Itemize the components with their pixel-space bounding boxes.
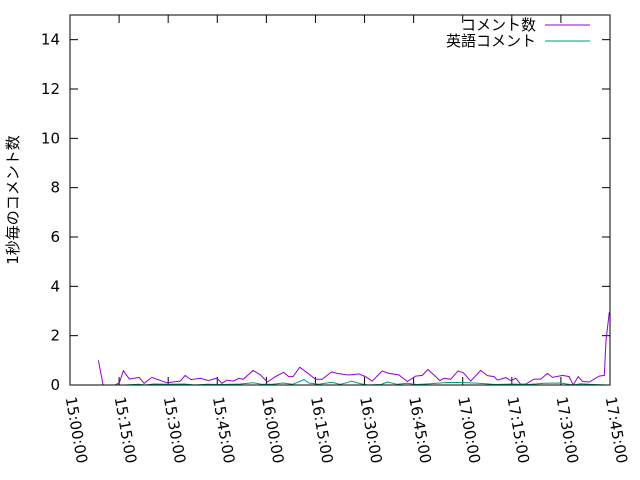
y-tick-label: 2 <box>50 327 60 345</box>
x-tick-label: 17:15:00 <box>503 395 532 464</box>
x-tick-label: 16:00:00 <box>258 395 287 464</box>
x-tick-label: 17:45:00 <box>602 395 631 464</box>
y-tick-label: 4 <box>50 277 60 295</box>
x-tick-label: 15:15:00 <box>111 395 140 464</box>
y-tick-label: 10 <box>41 129 60 147</box>
x-tick-label: 15:30:00 <box>160 395 189 464</box>
x-tick-label: 17:00:00 <box>454 395 483 464</box>
y-tick-label: 0 <box>50 376 60 394</box>
legend-label: コメント数 <box>461 16 536 34</box>
x-tick-label: 16:15:00 <box>307 395 336 464</box>
plot-frame <box>69 14 611 386</box>
y-tick-label: 14 <box>41 31 60 49</box>
y-axis-label: 1秒毎のコメント数 <box>4 135 22 265</box>
x-tick-label: 17:30:00 <box>553 395 582 464</box>
series-line-1 <box>124 379 607 386</box>
y-tick-label: 6 <box>50 228 60 246</box>
y-tick-label: 12 <box>41 80 60 98</box>
legend-label: 英語コメント <box>446 32 536 50</box>
x-tick-label: 16:45:00 <box>405 395 434 464</box>
series-line-0 <box>97 312 610 387</box>
x-tick-label: 15:00:00 <box>62 395 91 464</box>
y-tick-label: 8 <box>50 179 60 197</box>
x-tick-label: 16:30:00 <box>356 395 385 464</box>
x-tick-label: 15:45:00 <box>209 395 238 464</box>
